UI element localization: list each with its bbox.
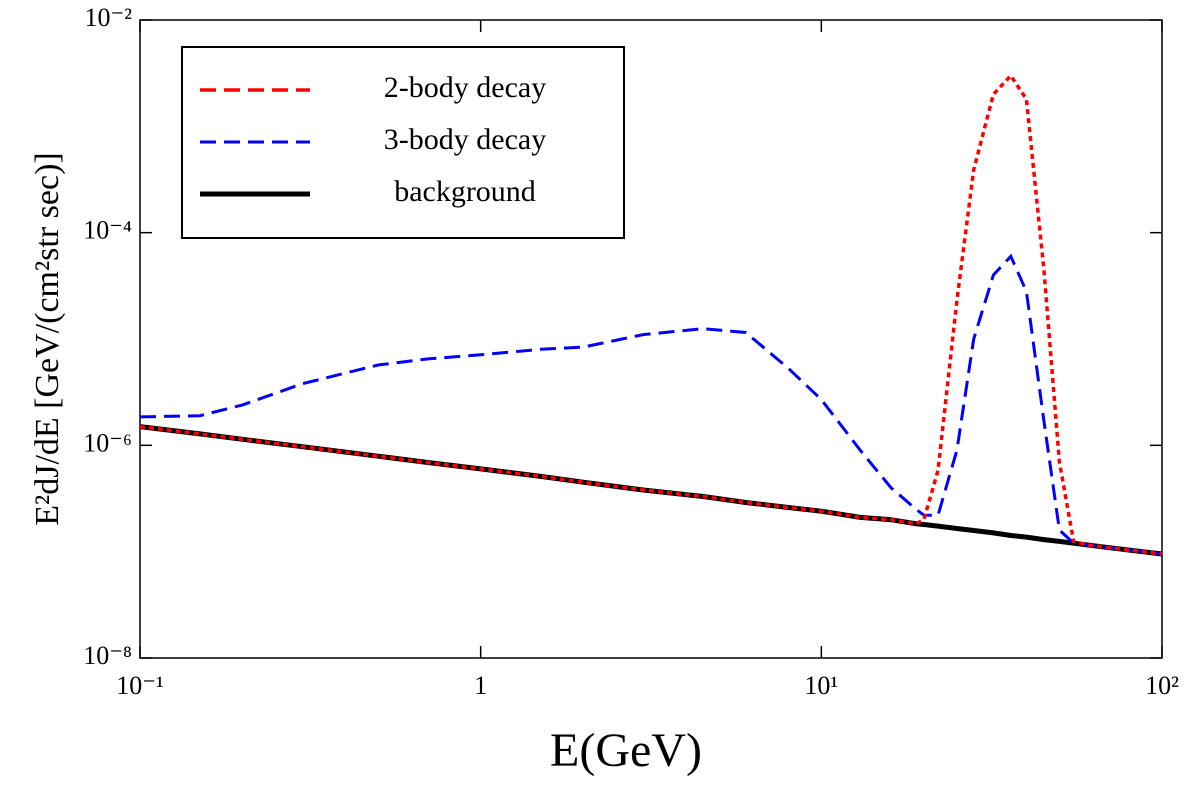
y-tick-label: 10⁻⁴ [83,216,132,245]
plot-frame [139,19,1163,659]
legend-label: 2-body decay [384,71,546,104]
y-tick-label: 10⁻⁸ [83,641,132,670]
x-tick-label: 1 [474,671,487,700]
legend-label: 3-body decay [384,123,546,156]
legend-label: background [394,175,536,208]
x-tick-label: 10² [1145,671,1179,700]
y-tick-label: 10⁻² [84,3,132,32]
x-tick-label: 10¹ [804,671,838,700]
y-tick-label: 10⁻⁶ [83,428,132,457]
y-axis-label: E²dJ/dE [GeV/(cm²str sec)] [29,152,66,526]
series-line [139,253,1163,556]
series-line [139,72,1163,556]
x-tick-label: 10⁻¹ [116,671,164,700]
legend: 2-body decay 3-body decay background [181,46,625,239]
x-axis-label: E(GeV) [550,724,702,777]
